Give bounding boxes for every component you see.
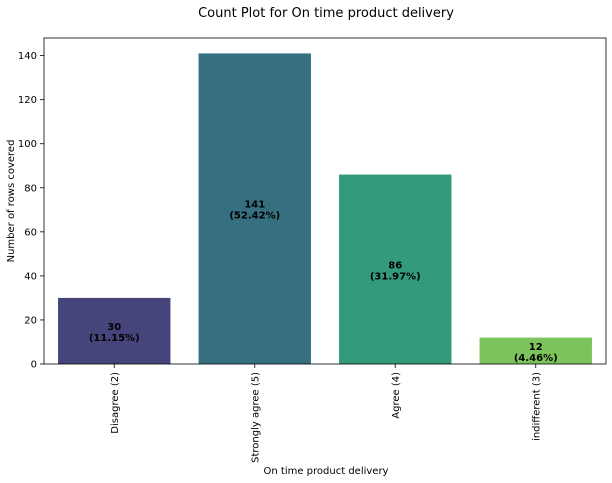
bar bbox=[339, 174, 452, 364]
bar-value-label: 141 bbox=[244, 200, 265, 211]
y-axis: 0 20 40 60 80 100 120 140 bbox=[18, 51, 44, 371]
plot-frame bbox=[43, 37, 607, 365]
x-tick-label: Disagree (2) bbox=[110, 372, 121, 434]
y-tick-label: 40 bbox=[24, 271, 37, 282]
bar-percent-label: (31.97%) bbox=[370, 271, 421, 282]
chart-title: Count Plot for On time product delivery bbox=[198, 6, 454, 21]
x-tick-label: Strongly agree (5) bbox=[250, 372, 261, 463]
x-tick-label: Agree (4) bbox=[391, 372, 402, 419]
y-tick-label: 80 bbox=[24, 183, 37, 194]
x-tick-label: indifferent (3) bbox=[531, 372, 542, 441]
y-tick-label: 0 bbox=[31, 360, 37, 371]
bars bbox=[58, 53, 592, 365]
y-tick-label: 20 bbox=[24, 315, 37, 326]
bar-labels: 30(11.15%) 141(52.42%) 86(31.97%) 12(4.46%) bbox=[89, 200, 558, 364]
bar bbox=[58, 297, 171, 364]
bar-percent-label: (52.42%) bbox=[229, 211, 280, 222]
bar-percent-label: (4.46%) bbox=[514, 353, 558, 364]
y-axis-label: Number of rows covered bbox=[6, 140, 17, 263]
bar-value-label: 30 bbox=[107, 322, 121, 333]
bar-value-label: 86 bbox=[388, 260, 402, 271]
y-tick-label: 120 bbox=[18, 95, 37, 106]
y-tick-label: 100 bbox=[18, 139, 37, 150]
x-axis: Disagree (2) Strongly agree (5) Agree (4) i… bbox=[110, 364, 542, 463]
y-tick-label: 60 bbox=[24, 227, 37, 238]
bar bbox=[479, 337, 592, 364]
bar-percent-label: (11.15%) bbox=[89, 333, 140, 344]
x-axis-label: On time product delivery bbox=[264, 466, 389, 477]
bar-value-label: 12 bbox=[529, 342, 543, 353]
y-tick-label: 140 bbox=[18, 51, 37, 62]
bar bbox=[198, 53, 311, 365]
